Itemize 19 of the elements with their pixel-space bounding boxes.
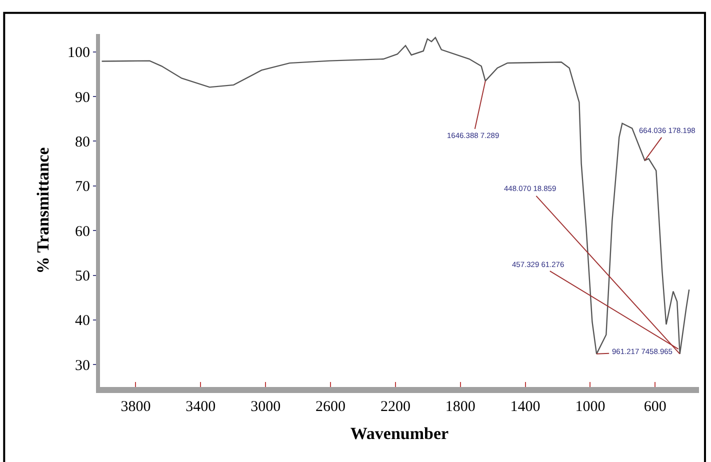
y-axis-title: % Transmittance <box>34 146 53 274</box>
x-tick-label: 2600 <box>316 399 346 415</box>
y-tick-label: 90 <box>75 90 90 106</box>
x-tick-label: 1800 <box>445 399 476 415</box>
y-tick-label: 100 <box>68 45 90 62</box>
y-tick-label: 60 <box>75 224 90 240</box>
x-tick-label: 3400 <box>186 399 216 415</box>
x-tick-label: 600 <box>644 399 666 415</box>
y-tick-label: 80 <box>75 134 90 150</box>
x-tick-label: 2200 <box>380 399 410 415</box>
x-tick-label: 1400 <box>510 399 540 415</box>
y-tick-label: 50 <box>75 268 90 285</box>
y-tick-label: 40 <box>75 313 90 330</box>
y-tick-label: 30 <box>75 358 90 374</box>
x-tick-label: 3800 <box>120 399 151 415</box>
y-tick-label: 70 <box>75 179 90 196</box>
x-axis-title: Wavenumber <box>350 424 450 443</box>
x-tick-label: 1000 <box>575 399 606 415</box>
x-tick-label: 3000 <box>250 399 281 415</box>
